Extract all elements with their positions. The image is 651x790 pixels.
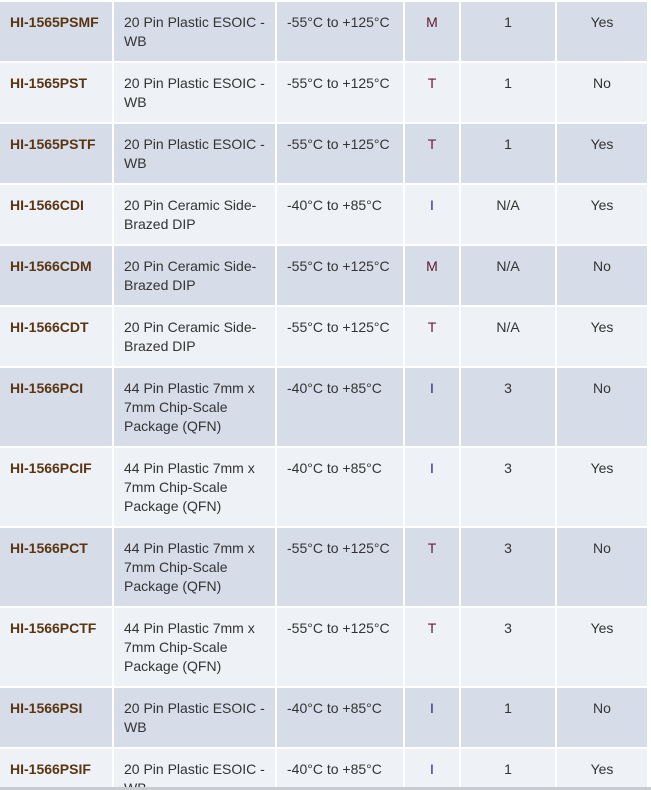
temperature-range-cell: -40°C to +85°C xyxy=(275,366,405,448)
part-number-cell: HI-1565PSMF xyxy=(0,0,114,63)
msl-cell: N/A xyxy=(459,183,557,246)
part-number-cell: HI-1565PST xyxy=(0,61,114,124)
part-number-cell: HI-1566PSI xyxy=(0,686,114,749)
table-row: HI-1566PCIF 44 Pin Plastic 7mm x 7mm Chip… xyxy=(0,446,649,528)
msl-cell: 3 xyxy=(459,446,557,528)
part-number-cell: HI-1566PCTF xyxy=(0,606,114,688)
rohs-cell: No xyxy=(555,244,649,307)
part-number-cell: HI-1566CDT xyxy=(0,305,114,368)
rohs-cell: No xyxy=(555,686,649,749)
msl-cell: 3 xyxy=(459,366,557,448)
grade-cell: T xyxy=(403,606,461,688)
package-cell: 44 Pin Plastic 7mm x 7mm Chip-Scale Pack… xyxy=(112,606,277,688)
msl-cell: 1 xyxy=(459,747,557,787)
package-cell: 20 Pin Ceramic Side-Brazed DIP xyxy=(112,244,277,307)
package-cell: 20 Pin Plastic ESOIC - WB xyxy=(112,747,277,787)
part-number-cell: HI-1566CDI xyxy=(0,183,114,246)
package-cell: 20 Pin Ceramic Side-Brazed DIP xyxy=(112,183,277,246)
rohs-cell: Yes xyxy=(555,0,649,63)
rohs-cell: No xyxy=(555,61,649,124)
rohs-cell: Yes xyxy=(555,122,649,185)
part-number-cell: HI-1566PCT xyxy=(0,526,114,608)
rohs-cell: Yes xyxy=(555,606,649,688)
table-row: HI-1566PCT 44 Pin Plastic 7mm x 7mm Chip-… xyxy=(0,526,649,608)
temperature-range-cell: -55°C to +125°C xyxy=(275,0,405,63)
rohs-cell: Yes xyxy=(555,305,649,368)
msl-cell: 1 xyxy=(459,686,557,749)
table-row: HI-1566CDM 20 Pin Ceramic Side-Brazed DIP… xyxy=(0,244,649,307)
package-cell: 20 Pin Plastic ESOIC - WB xyxy=(112,686,277,749)
msl-cell: 3 xyxy=(459,606,557,688)
temperature-range-cell: -40°C to +85°C xyxy=(275,446,405,528)
grade-cell: T xyxy=(403,526,461,608)
msl-cell: 3 xyxy=(459,526,557,608)
part-number-cell: HI-1565PSTF xyxy=(0,122,114,185)
package-cell: 44 Pin Plastic 7mm x 7mm Chip-Scale Pack… xyxy=(112,366,277,448)
msl-cell: N/A xyxy=(459,244,557,307)
part-number-cell: HI-1566PCIF xyxy=(0,446,114,528)
grade-cell: I xyxy=(403,366,461,448)
msl-cell: 1 xyxy=(459,122,557,185)
part-number-cell: HI-1566PSIF xyxy=(0,747,114,787)
grade-cell: I xyxy=(403,183,461,246)
package-cell: 20 Pin Plastic ESOIC - WB xyxy=(112,61,277,124)
table-row: HI-1566PSIF 20 Pin Plastic ESOIC - WB -40°… xyxy=(0,747,649,787)
grade-cell: I xyxy=(403,747,461,787)
temperature-range-cell: -55°C to +125°C xyxy=(275,244,405,307)
grade-cell: M xyxy=(403,0,461,63)
temperature-range-cell: -40°C to +85°C xyxy=(275,686,405,749)
package-cell: 44 Pin Plastic 7mm x 7mm Chip-Scale Pack… xyxy=(112,446,277,528)
table-row: HI-1566PCTF 44 Pin Plastic 7mm x 7mm Chip… xyxy=(0,606,649,688)
grade-cell: M xyxy=(403,244,461,307)
rohs-cell: Yes xyxy=(555,183,649,246)
part-number-cell: HI-1566PCI xyxy=(0,366,114,448)
rohs-cell: Yes xyxy=(555,446,649,528)
temperature-range-cell: -55°C to +125°C xyxy=(275,61,405,124)
table-row: HI-1566CDT 20 Pin Ceramic Side-Brazed DIP… xyxy=(0,305,649,368)
table-row: HI-1566PSI 20 Pin Plastic ESOIC - WB -40°C… xyxy=(0,686,649,749)
temperature-range-cell: -55°C to +125°C xyxy=(275,305,405,368)
msl-cell: N/A xyxy=(459,305,557,368)
grade-cell: T xyxy=(403,305,461,368)
grade-cell: I xyxy=(403,446,461,528)
table-row: HI-1566CDI 20 Pin Ceramic Side-Brazed DIP… xyxy=(0,183,649,246)
table-row: HI-1566PCI 44 Pin Plastic 7mm x 7mm Chip-… xyxy=(0,366,649,448)
package-cell: 20 Pin Plastic ESOIC - WB xyxy=(112,0,277,63)
table-row: HI-1565PSMF 20 Pin Plastic ESOIC - WB -55°… xyxy=(0,0,649,63)
rohs-cell: Yes xyxy=(555,747,649,787)
table-row: HI-1565PST 20 Pin Plastic ESOIC - WB -55°C… xyxy=(0,61,649,124)
grade-cell: T xyxy=(403,61,461,124)
table-row: HI-1565PSTF 20 Pin Plastic ESOIC - WB -55°… xyxy=(0,122,649,185)
part-number-cell: HI-1566CDM xyxy=(0,244,114,307)
temperature-range-cell: -55°C to +125°C xyxy=(275,122,405,185)
grade-cell: I xyxy=(403,686,461,749)
temperature-range-cell: -40°C to +85°C xyxy=(275,183,405,246)
temperature-range-cell: -40°C to +85°C xyxy=(275,747,405,787)
package-cell: 20 Pin Ceramic Side-Brazed DIP xyxy=(112,305,277,368)
msl-cell: 1 xyxy=(459,0,557,63)
temperature-range-cell: -55°C to +125°C xyxy=(275,526,405,608)
rohs-cell: No xyxy=(555,526,649,608)
temperature-range-cell: -55°C to +125°C xyxy=(275,606,405,688)
grade-cell: T xyxy=(403,122,461,185)
rohs-cell: No xyxy=(555,366,649,448)
package-cell: 20 Pin Plastic ESOIC - WB xyxy=(112,122,277,185)
package-cell: 44 Pin Plastic 7mm x 7mm Chip-Scale Pack… xyxy=(112,526,277,608)
msl-cell: 1 xyxy=(459,61,557,124)
